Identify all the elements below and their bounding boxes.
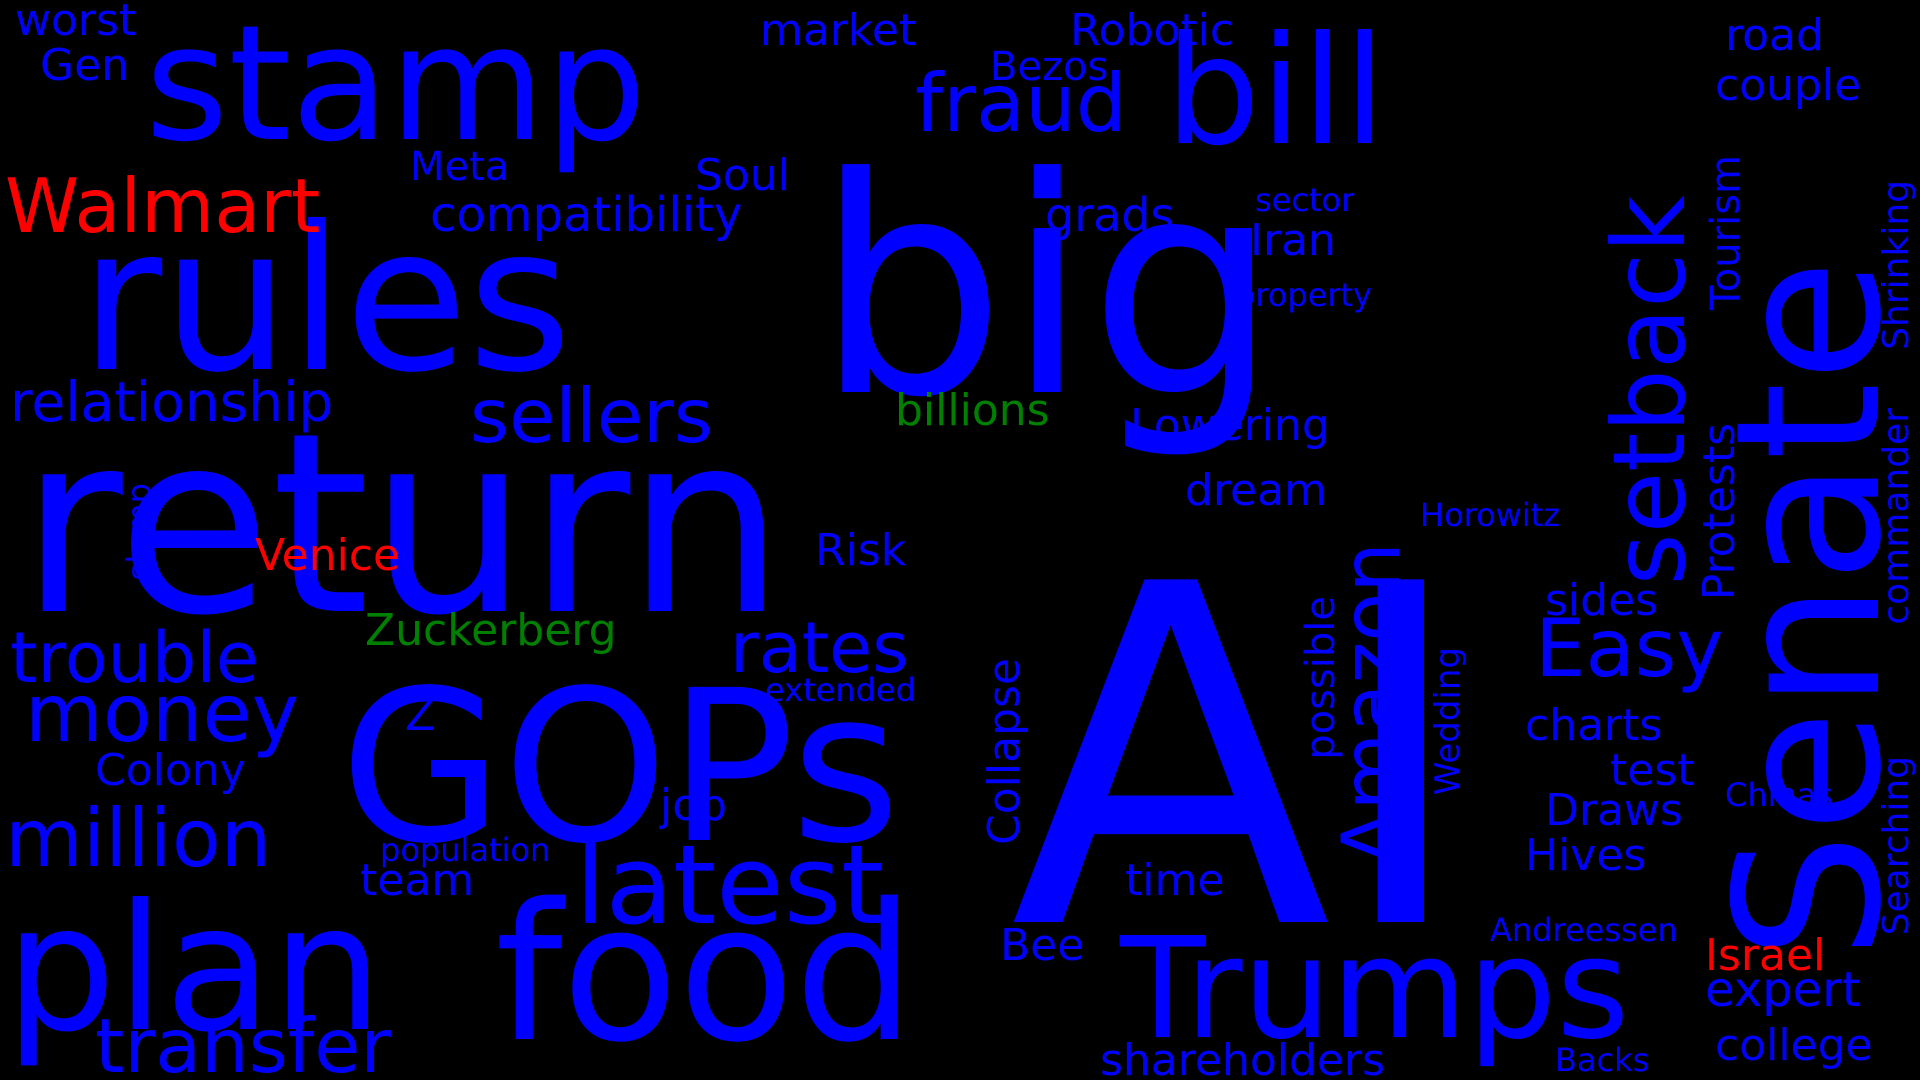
word-population: population — [380, 830, 551, 869]
word-zuckerberg: Zuckerberg — [365, 604, 617, 656]
word-z: Z — [405, 689, 436, 741]
word-bee: Bee — [1000, 919, 1085, 971]
word-easy: Easy — [1535, 602, 1724, 696]
word-job: job — [660, 779, 728, 831]
word-team: team — [360, 854, 475, 906]
word-ai: AI — [1010, 485, 1471, 1033]
word-compatibility: compatibility — [430, 186, 743, 243]
word-slump: slump — [119, 483, 158, 581]
word-meta: Meta — [410, 144, 510, 191]
word-big: big — [815, 114, 1280, 463]
word-fraud: fraud — [915, 57, 1127, 151]
word-shareholders: shareholders — [1100, 1034, 1386, 1080]
word-trumps: Trumps — [1120, 908, 1630, 1072]
word-amazon: Amazon — [1325, 542, 1418, 866]
word-tourism: Tourism — [1703, 155, 1749, 310]
word-million: million — [5, 792, 272, 886]
word-expert: expert — [1705, 961, 1861, 1018]
word-possible: possible — [1298, 596, 1344, 760]
word-test: test — [1610, 744, 1695, 796]
word-plan: plan — [5, 867, 383, 1071]
word-food: food — [495, 863, 915, 1080]
word-soul: Soul — [695, 149, 790, 201]
word-draws: Draws — [1545, 784, 1683, 836]
word-iran: Iran — [1250, 214, 1336, 266]
word-rules: rules — [80, 184, 572, 417]
word-andreessen: Andreessen — [1490, 910, 1678, 949]
word-lowering: Lowering — [1130, 399, 1330, 451]
word-walmart: Walmart — [5, 161, 321, 250]
word-time: time — [1125, 854, 1225, 906]
word-market: market — [760, 4, 917, 56]
word-wedding: Wedding — [1428, 647, 1469, 796]
word-return: return — [20, 379, 785, 670]
word-gops: GOPs — [340, 644, 901, 890]
word-dream: dream — [1185, 464, 1327, 516]
word-sector: sector — [1255, 180, 1355, 219]
word-setback: setback — [1591, 195, 1708, 586]
word-stamp: stamp — [145, 0, 647, 177]
word-bill: bill — [1165, 5, 1386, 179]
word-sides: sides — [1545, 574, 1659, 626]
word-hives: Hives — [1525, 829, 1647, 881]
word-commander: commander — [1876, 408, 1918, 625]
word-shrinking: Shrinking — [1876, 180, 1918, 350]
word-billions: billions — [895, 384, 1050, 436]
word-bezos: Bezos — [990, 44, 1109, 91]
word-venice: Venice — [255, 529, 401, 581]
word-robotic: Robotic — [1070, 4, 1235, 56]
word-colony: Colony — [95, 744, 246, 796]
word-worst: worst — [15, 0, 137, 46]
word-israel: Israel — [1705, 929, 1826, 981]
word-backs: Backs — [1555, 1040, 1650, 1079]
word-chinas: Chinas — [1725, 775, 1834, 814]
word-money: money — [25, 667, 300, 761]
word-couple: couple — [1715, 59, 1862, 111]
word-protests: Protests — [1693, 423, 1745, 601]
word-rates: rates — [730, 606, 909, 689]
word-charts: charts — [1525, 699, 1663, 751]
word-sellers: sellers — [470, 371, 713, 460]
word-extended: extended — [765, 670, 916, 709]
word-grads: grads — [1045, 188, 1175, 243]
word-collapse: Collapse — [978, 658, 1030, 845]
word-road: road — [1725, 9, 1824, 61]
word-gen: Gen — [40, 39, 130, 91]
word-risk: Risk — [815, 524, 907, 576]
word-relationship: relationship — [10, 369, 334, 434]
word-horowitz: Horowitz — [1420, 495, 1561, 534]
word-college: college — [1715, 1019, 1873, 1071]
word-transfer: transfer — [95, 1001, 392, 1080]
word-latest: latest — [575, 820, 885, 949]
word-trouble: trouble — [10, 616, 259, 699]
word-searching: Searching — [1876, 756, 1918, 936]
word-property: property — [1235, 275, 1372, 314]
